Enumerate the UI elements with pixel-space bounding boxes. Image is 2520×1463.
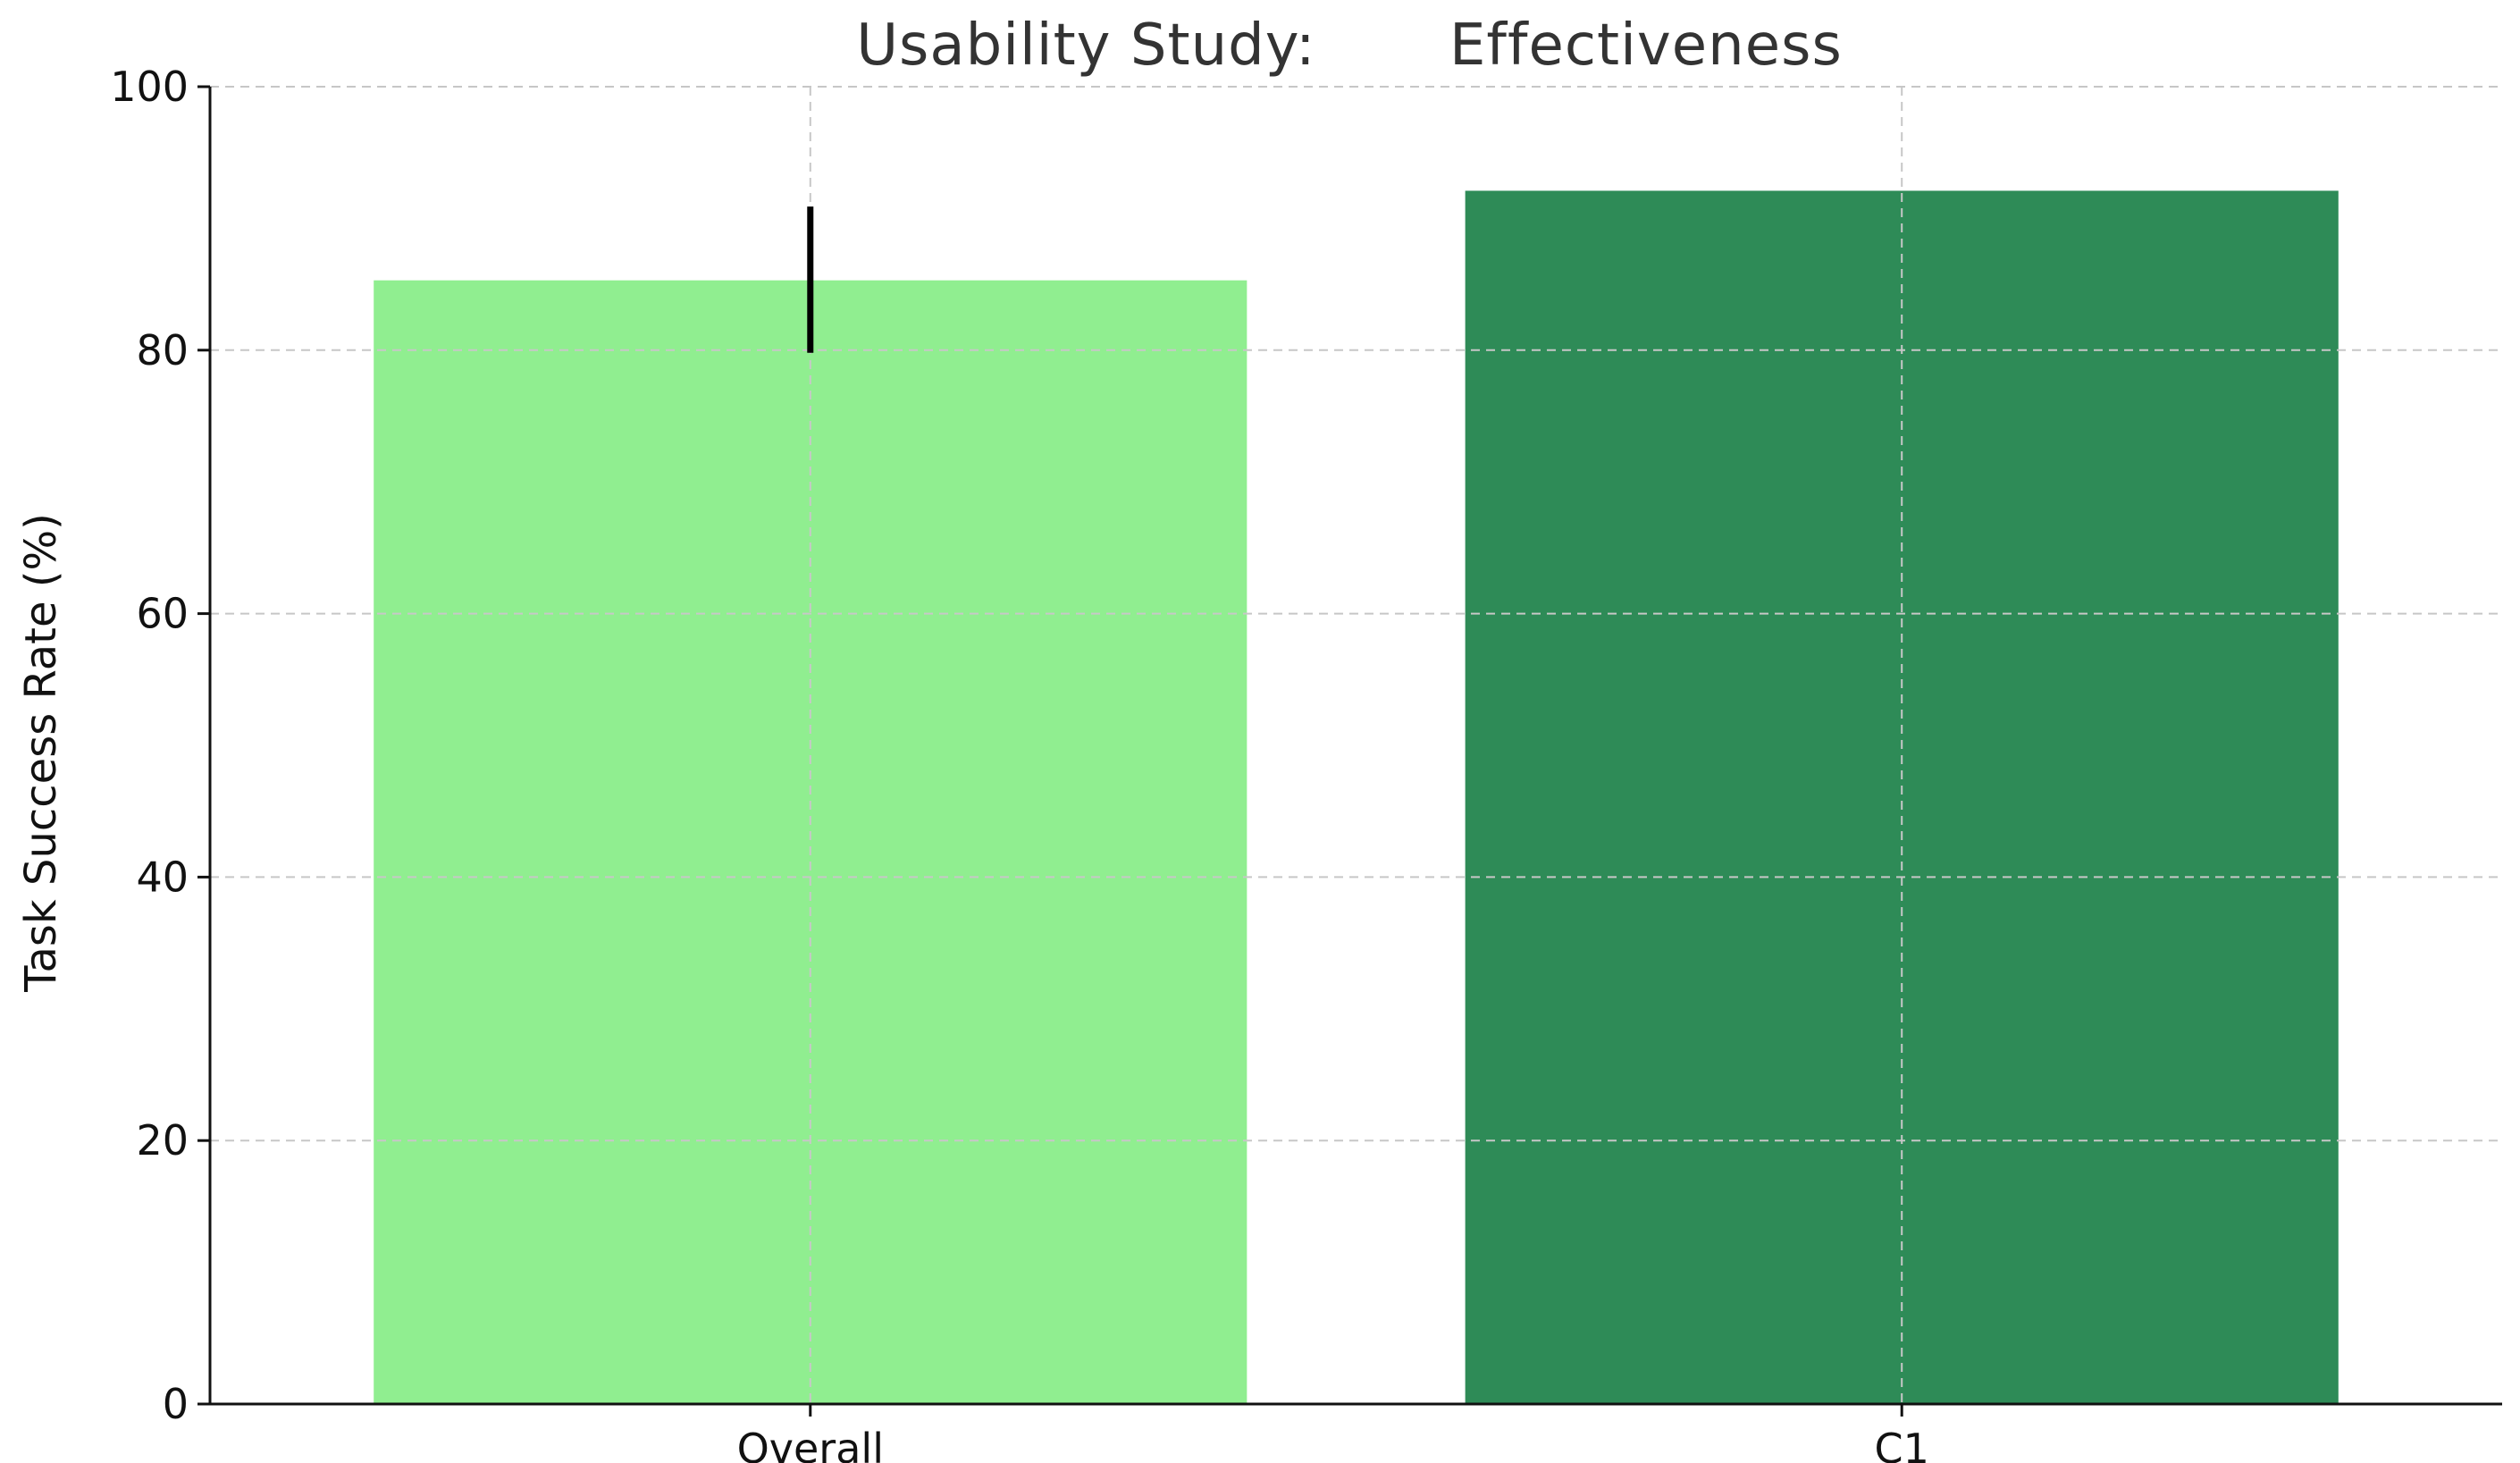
y-tick-label-60: 60 — [136, 590, 189, 638]
y-tick-label-80: 80 — [136, 326, 189, 374]
bar-c1 — [1465, 190, 2339, 1404]
y-tick-label-20: 20 — [136, 1116, 189, 1165]
y-tick-label-40: 40 — [136, 853, 189, 901]
x-tick-label-c1: C1 — [1875, 1425, 1929, 1463]
label-layer: Usability Study: Effectiveness Task Succ… — [16, 13, 1843, 993]
x-tick-label-overall: Overall — [737, 1425, 884, 1463]
axis-layer: 0 20 40 60 80 100 Overall C1 — [110, 63, 2502, 1463]
bar-overall — [374, 280, 1247, 1405]
grid-layer — [210, 86, 2502, 1404]
y-axis-label: Task Success Rate (%) — [16, 513, 66, 993]
y-tick-label-0: 0 — [163, 1380, 189, 1428]
bar-layer — [374, 190, 2339, 1405]
chart-title: Usability Study: Effectiveness — [856, 13, 1843, 79]
y-tick-label-100: 100 — [110, 63, 189, 111]
